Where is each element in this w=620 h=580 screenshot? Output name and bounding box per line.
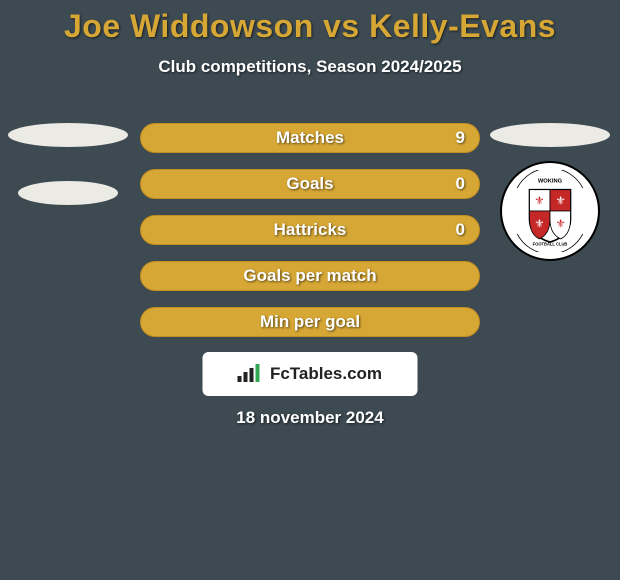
svg-text:⚜: ⚜	[534, 195, 544, 207]
source-badge-text: FcTables.com	[270, 364, 382, 384]
page-title: Joe Widdowson vs Kelly-Evans	[0, 0, 620, 45]
stat-rows: Matches 9 Goals 0 Hattricks 0 Goals per …	[140, 123, 480, 353]
svg-text:⚜: ⚜	[556, 195, 566, 207]
left-placeholder-1	[8, 123, 128, 147]
stat-label: Hattricks	[141, 220, 479, 240]
club-crest-icon: WOKING FOOTBALL CLUB ⚜ ⚜ ⚜ ⚜	[500, 161, 600, 261]
stat-label: Goals per match	[141, 266, 479, 286]
stat-label: Matches	[141, 128, 479, 148]
svg-text:⚜: ⚜	[534, 218, 544, 230]
right-placeholder-1	[490, 123, 610, 147]
stat-right-value: 9	[456, 128, 465, 148]
stat-row-goals-per-match: Goals per match	[140, 261, 480, 291]
page-subtitle: Club competitions, Season 2024/2025	[0, 57, 620, 77]
crest-top-text: WOKING	[538, 178, 563, 184]
left-placeholder-2	[18, 181, 118, 205]
svg-text:⚜: ⚜	[556, 218, 566, 230]
stat-right-value: 0	[456, 220, 465, 240]
stat-row-hattricks: Hattricks 0	[140, 215, 480, 245]
stat-right-value: 0	[456, 174, 465, 194]
stat-row-goals: Goals 0	[140, 169, 480, 199]
stat-label: Goals	[141, 174, 479, 194]
bars-icon	[238, 364, 264, 384]
comparison-infographic: Joe Widdowson vs Kelly-Evans Club compet…	[0, 0, 620, 580]
stat-label: Min per goal	[141, 312, 479, 332]
right-player-column: WOKING FOOTBALL CLUB ⚜ ⚜ ⚜ ⚜	[490, 123, 610, 261]
crest-svg: WOKING FOOTBALL CLUB ⚜ ⚜ ⚜ ⚜	[509, 170, 591, 252]
left-player-placeholders	[8, 123, 128, 239]
stat-row-matches: Matches 9	[140, 123, 480, 153]
stat-row-min-per-goal: Min per goal	[140, 307, 480, 337]
date-text: 18 november 2024	[236, 408, 383, 428]
source-badge: FcTables.com	[203, 352, 418, 396]
